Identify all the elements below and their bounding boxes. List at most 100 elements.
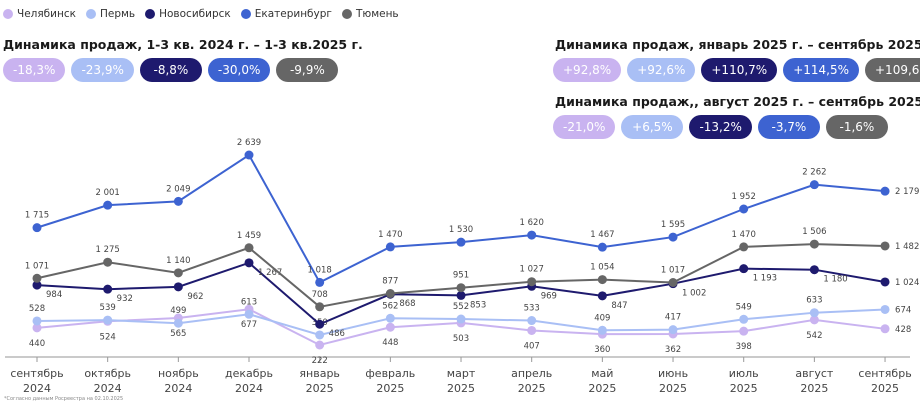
x-tick-label: февраль — [365, 367, 415, 380]
data-point — [385, 313, 395, 323]
data-label: 1 506 — [802, 227, 826, 237]
x-tick-label: 2024 — [23, 382, 51, 395]
data-label: 1 024 — [895, 278, 919, 288]
data-point — [809, 239, 819, 249]
x-tick-label: октябрь — [84, 367, 131, 380]
data-point — [668, 325, 678, 335]
legend-item: Новосибирск — [145, 8, 231, 20]
data-label: 1 002 — [682, 289, 706, 299]
x-tick-label: 2024 — [235, 382, 263, 395]
x-tick-label: 2024 — [164, 382, 192, 395]
data-point — [668, 278, 678, 288]
data-point — [880, 304, 890, 314]
data-label: 951 — [453, 271, 469, 281]
data-label: 932 — [117, 294, 133, 304]
change-badge: +110,7% — [701, 58, 778, 82]
data-label: 565 — [170, 329, 186, 339]
data-label: 528 — [29, 304, 45, 314]
x-tick-label: март — [447, 367, 476, 380]
data-label: 549 — [736, 302, 752, 312]
data-label: 633 — [806, 296, 822, 306]
data-point — [739, 326, 749, 336]
change-badge: -21,0% — [553, 115, 616, 139]
data-label: 847 — [611, 301, 627, 311]
data-label: 1 620 — [520, 218, 544, 228]
data-point — [173, 282, 183, 292]
data-point — [103, 257, 113, 267]
data-label: 1 715 — [25, 211, 49, 221]
data-label: 1 482 — [895, 242, 919, 252]
data-label: 1 180 — [823, 275, 847, 285]
data-point — [527, 316, 537, 326]
data-point — [456, 237, 466, 247]
x-tick-label: 2025 — [447, 382, 475, 395]
x-tick-label: май — [591, 367, 613, 380]
data-label: 1 467 — [590, 230, 614, 240]
data-label: 499 — [170, 306, 186, 316]
change-badge: +114,5% — [783, 58, 859, 82]
x-tick-label: декабрь — [225, 367, 273, 380]
data-point — [315, 330, 325, 340]
panel-title-jan-sep: Динамика продаж, январь 2025 г. – сентяб… — [555, 37, 920, 52]
change-badge: +92,6% — [627, 58, 696, 82]
data-point — [527, 277, 537, 287]
data-point — [385, 322, 395, 332]
data-point — [739, 242, 749, 252]
legend-label: Тюмень — [355, 8, 399, 20]
data-point — [173, 268, 183, 278]
data-label: 1 275 — [95, 245, 119, 255]
data-point — [32, 273, 42, 283]
data-point — [385, 289, 395, 299]
data-label: 853 — [470, 300, 486, 310]
legend: Челябинск Пермь Новосибирск Екатеринбург Тюм… — [3, 8, 399, 20]
data-point — [739, 264, 749, 274]
data-label: 533 — [524, 304, 540, 314]
data-label: 674 — [895, 305, 911, 315]
data-point — [739, 204, 749, 214]
legend-dot-icon — [85, 9, 96, 19]
legend-label: Пермь — [99, 8, 136, 20]
legend-dot-icon — [240, 9, 251, 19]
data-label: 1 071 — [25, 261, 49, 271]
x-tick-label: 2025 — [659, 382, 687, 395]
data-label: 360 — [594, 345, 610, 355]
data-point — [456, 283, 466, 293]
data-point — [597, 275, 607, 285]
legend-dot-icon — [341, 9, 352, 19]
legend-label: Новосибирск — [159, 8, 231, 20]
data-label: 562 — [382, 301, 398, 311]
data-label: 877 — [382, 277, 398, 287]
data-point — [597, 291, 607, 301]
panel-title-q1-q3: Динамика продаж, 1-3 кв. 2024 г. – 1-3 к… — [3, 37, 363, 52]
change-badge: +6,5% — [621, 115, 684, 139]
data-point — [456, 314, 466, 324]
x-tick-label: апрель — [511, 367, 552, 380]
data-label: 962 — [187, 292, 203, 302]
x-tick-label: 2025 — [800, 382, 828, 395]
data-point — [173, 196, 183, 206]
data-point — [244, 243, 254, 253]
data-label: 2 179 — [895, 187, 919, 197]
data-label: 486 — [329, 329, 345, 339]
data-point — [32, 316, 42, 326]
data-label: 2 639 — [237, 138, 261, 148]
data-label: 1 470 — [732, 230, 756, 240]
data-point — [668, 232, 678, 242]
data-point — [32, 223, 42, 233]
legend-item: Екатеринбург — [240, 8, 332, 20]
data-point — [244, 150, 254, 160]
legend-label: Челябинск — [17, 8, 76, 20]
x-tick-label: сентябрь — [10, 367, 63, 380]
series-line-Екатеринбург — [36, 153, 886, 284]
data-point — [809, 308, 819, 318]
legend-label: Екатеринбург — [254, 8, 332, 20]
data-label: 1 595 — [661, 220, 685, 230]
data-label: 613 — [241, 297, 257, 307]
data-label: 503 — [453, 334, 469, 344]
data-label: 1 193 — [753, 274, 777, 284]
footnote: *Согласно данным Росреестра на 02.10.202… — [4, 396, 124, 402]
badges-jan-sep: +92,8%+92,6%+110,7%+114,5%+109,6% — [553, 58, 920, 82]
change-badge: +92,8% — [553, 58, 622, 82]
data-label: 440 — [29, 339, 45, 349]
data-label: 539 — [100, 303, 116, 313]
